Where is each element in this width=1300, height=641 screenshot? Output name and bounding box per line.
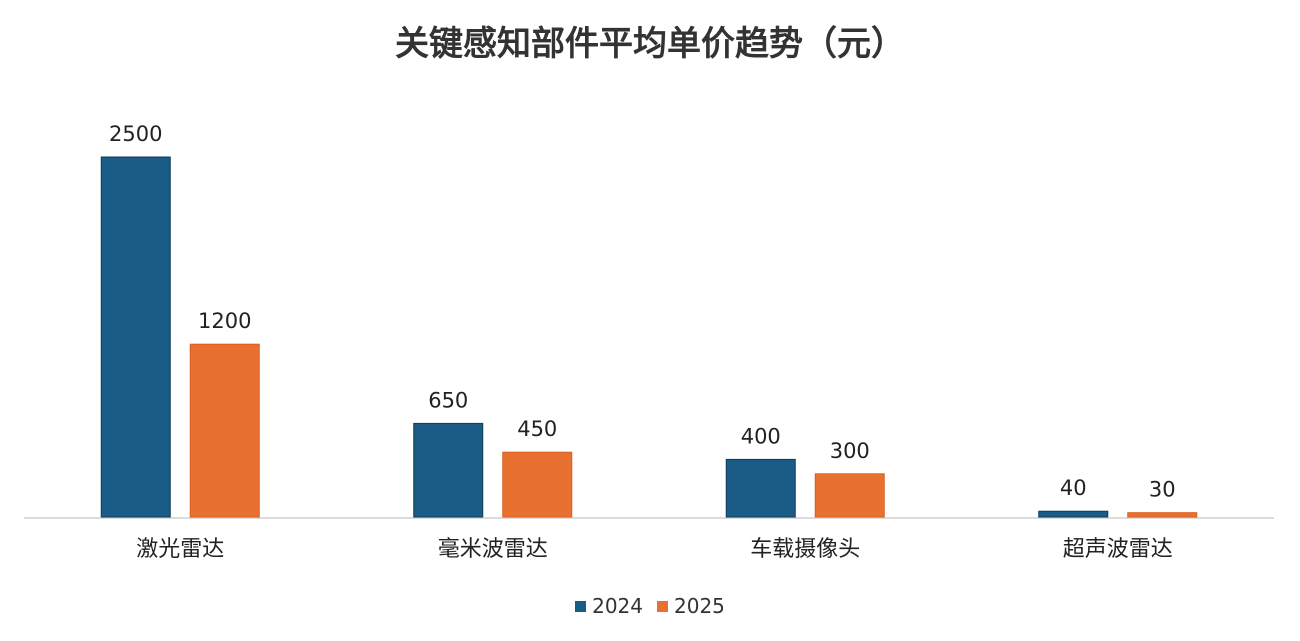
category-label-2: 车载摄像头 xyxy=(750,537,860,562)
bar-2025-1 xyxy=(502,451,573,518)
bar-2025-2 xyxy=(814,473,885,518)
value-label-2024-0: 2500 xyxy=(109,122,162,146)
category-label-3: 超声波雷达 xyxy=(1063,537,1173,562)
bar-2025-0 xyxy=(189,343,260,518)
value-label-2025-0: 1200 xyxy=(198,309,251,333)
value-label-2025-2: 300 xyxy=(830,439,870,463)
legend-swatch-2024 xyxy=(575,600,587,612)
category-label-0: 激光雷达 xyxy=(136,537,224,562)
legend-swatch-2025 xyxy=(657,600,668,612)
legend-label-2025: 2025 xyxy=(674,594,725,618)
value-label-2024-2: 400 xyxy=(741,424,781,448)
legend-item-2025: 2025 xyxy=(657,594,725,618)
value-label-2024-1: 650 xyxy=(428,388,468,412)
value-label-2025-3: 30 xyxy=(1149,478,1176,502)
bar-2024-3 xyxy=(1038,510,1109,518)
bar-2024-0 xyxy=(100,156,171,518)
bar-2024-1 xyxy=(413,422,484,518)
legend-label-2024: 2024 xyxy=(592,594,643,618)
legend-item-2024: 2024 xyxy=(575,594,643,618)
bar-2024-2 xyxy=(725,458,796,518)
bar-2025-3 xyxy=(1127,512,1198,518)
legend: 2024 2025 xyxy=(0,594,1300,618)
value-label-2024-3: 40 xyxy=(1060,476,1087,500)
chart-title: 关键感知部件平均单价趋势（元） xyxy=(395,24,905,64)
value-label-2025-1: 450 xyxy=(517,417,557,441)
category-label-1: 毫米波雷达 xyxy=(438,537,548,562)
